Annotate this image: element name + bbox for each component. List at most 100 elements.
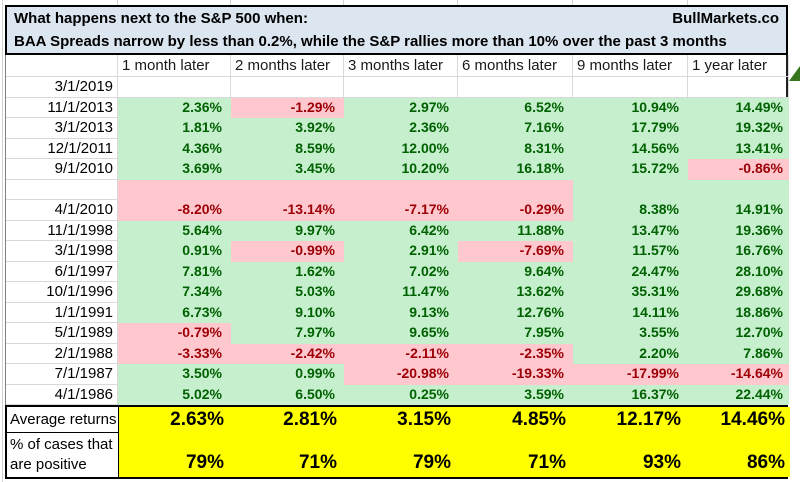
return-cell[interactable]: 14.56% <box>573 138 688 159</box>
return-cell[interactable]: 6.50% <box>231 384 344 405</box>
column-header[interactable]: 1 year later <box>688 55 789 77</box>
date-cell[interactable]: 3/1/1998 <box>6 241 118 262</box>
percent-positive-cell[interactable]: 93% <box>574 433 689 477</box>
return-cell[interactable] <box>688 179 789 200</box>
return-cell[interactable]: 13.47% <box>573 220 688 241</box>
return-cell[interactable]: 24.47% <box>573 261 688 282</box>
return-cell[interactable]: 4.36% <box>118 138 231 159</box>
return-cell[interactable]: 3.55% <box>573 323 688 344</box>
return-cell[interactable]: 7.81% <box>118 261 231 282</box>
column-header[interactable]: 2 months later <box>231 55 344 77</box>
return-cell[interactable]: 9.13% <box>344 302 458 323</box>
return-cell[interactable]: 11.88% <box>458 220 573 241</box>
return-cell[interactable]: 7.95% <box>458 323 573 344</box>
return-cell[interactable] <box>118 77 231 98</box>
return-cell[interactable]: 19.36% <box>688 220 789 241</box>
average-return-cell[interactable]: 12.17% <box>574 407 689 433</box>
return-cell[interactable]: 8.38% <box>573 200 688 221</box>
return-cell[interactable]: 10.94% <box>573 97 688 118</box>
return-cell[interactable]: -13.14% <box>231 200 344 221</box>
return-cell[interactable]: 7.34% <box>118 282 231 303</box>
return-cell[interactable]: 16.76% <box>688 241 789 262</box>
return-cell[interactable]: -0.79% <box>118 323 231 344</box>
return-cell[interactable]: 14.11% <box>573 302 688 323</box>
percent-positive-cell[interactable]: 79% <box>119 433 232 477</box>
return-cell[interactable]: 6.73% <box>118 302 231 323</box>
return-cell[interactable]: 15.72% <box>573 159 688 180</box>
column-header[interactable]: 9 months later <box>573 55 688 77</box>
return-cell[interactable]: -0.99% <box>231 241 344 262</box>
return-cell[interactable]: 0.25% <box>344 384 458 405</box>
average-return-cell[interactable]: 14.46% <box>689 407 790 433</box>
return-cell[interactable]: 2.36% <box>118 97 231 118</box>
return-cell[interactable] <box>231 179 344 200</box>
percent-positive-cell[interactable]: 71% <box>232 433 345 477</box>
return-cell[interactable]: 3.92% <box>231 118 344 139</box>
return-cell[interactable]: 5.64% <box>118 220 231 241</box>
percent-positive-cell[interactable]: 79% <box>345 433 459 477</box>
return-cell[interactable]: 35.31% <box>573 282 688 303</box>
return-cell[interactable]: 1.62% <box>231 261 344 282</box>
return-cell[interactable]: -20.98% <box>344 364 458 385</box>
average-return-cell[interactable]: 3.15% <box>345 407 459 433</box>
return-cell[interactable]: -8.20% <box>118 200 231 221</box>
return-cell[interactable]: 9.10% <box>231 302 344 323</box>
return-cell[interactable]: 11.47% <box>344 282 458 303</box>
date-cell[interactable]: 6/1/1997 <box>6 261 118 282</box>
return-cell[interactable] <box>458 179 573 200</box>
return-cell[interactable] <box>231 77 344 98</box>
average-return-cell[interactable]: 2.63% <box>119 407 232 433</box>
return-cell[interactable]: 3.45% <box>231 159 344 180</box>
return-cell[interactable]: 12.00% <box>344 138 458 159</box>
return-cell[interactable] <box>688 77 789 98</box>
return-cell[interactable]: 2.36% <box>344 118 458 139</box>
average-return-cell[interactable]: 2.81% <box>232 407 345 433</box>
percent-positive-cell[interactable]: 71% <box>459 433 574 477</box>
date-cell[interactable]: 11/1/2013 <box>6 97 118 118</box>
return-cell[interactable]: 8.31% <box>458 138 573 159</box>
date-cell[interactable] <box>6 179 118 200</box>
return-cell[interactable]: -3.33% <box>118 343 231 364</box>
return-cell[interactable]: -0.86% <box>688 159 789 180</box>
column-header[interactable]: 6 months later <box>458 55 573 77</box>
date-cell[interactable]: 11/1/1998 <box>6 220 118 241</box>
return-cell[interactable]: 7.16% <box>458 118 573 139</box>
return-cell[interactable]: 10.20% <box>344 159 458 180</box>
return-cell[interactable]: -7.69% <box>458 241 573 262</box>
return-cell[interactable]: 2.91% <box>344 241 458 262</box>
return-cell[interactable]: 5.03% <box>231 282 344 303</box>
return-cell[interactable]: 12.70% <box>688 323 789 344</box>
date-cell[interactable]: 10/1/1996 <box>6 282 118 303</box>
table-title-block[interactable]: What happens next to the S&P 500 when: B… <box>5 5 788 55</box>
return-cell[interactable]: 22.44% <box>688 384 789 405</box>
return-cell[interactable]: -2.11% <box>344 343 458 364</box>
return-cell[interactable]: 0.91% <box>118 241 231 262</box>
return-cell[interactable]: -7.17% <box>344 200 458 221</box>
column-header[interactable]: 1 month later <box>118 55 231 77</box>
date-cell[interactable]: 2/1/1988 <box>6 343 118 364</box>
return-cell[interactable]: -17.99% <box>573 364 688 385</box>
return-cell[interactable]: 2.97% <box>344 97 458 118</box>
return-cell[interactable]: 9.97% <box>231 220 344 241</box>
return-cell[interactable]: 2.20% <box>573 343 688 364</box>
return-cell[interactable]: 14.91% <box>688 200 789 221</box>
return-cell[interactable]: 6.52% <box>458 97 573 118</box>
return-cell[interactable]: -2.42% <box>231 343 344 364</box>
return-cell[interactable]: 3.69% <box>118 159 231 180</box>
return-cell[interactable]: -2.35% <box>458 343 573 364</box>
return-cell[interactable]: 18.86% <box>688 302 789 323</box>
return-cell[interactable]: 11.57% <box>573 241 688 262</box>
return-cell[interactable]: 9.65% <box>344 323 458 344</box>
return-cell[interactable] <box>344 77 458 98</box>
return-cell[interactable]: 7.97% <box>231 323 344 344</box>
return-cell[interactable] <box>573 179 688 200</box>
return-cell[interactable] <box>344 179 458 200</box>
date-cell[interactable]: 4/1/2010 <box>6 200 118 221</box>
return-cell[interactable] <box>458 77 573 98</box>
percent-positive-cell[interactable]: 86% <box>689 433 790 477</box>
date-cell[interactable]: 7/1/1987 <box>6 364 118 385</box>
return-cell[interactable]: 16.37% <box>573 384 688 405</box>
return-cell[interactable]: 13.41% <box>688 138 789 159</box>
return-cell[interactable]: 3.59% <box>458 384 573 405</box>
return-cell[interactable]: 28.10% <box>688 261 789 282</box>
